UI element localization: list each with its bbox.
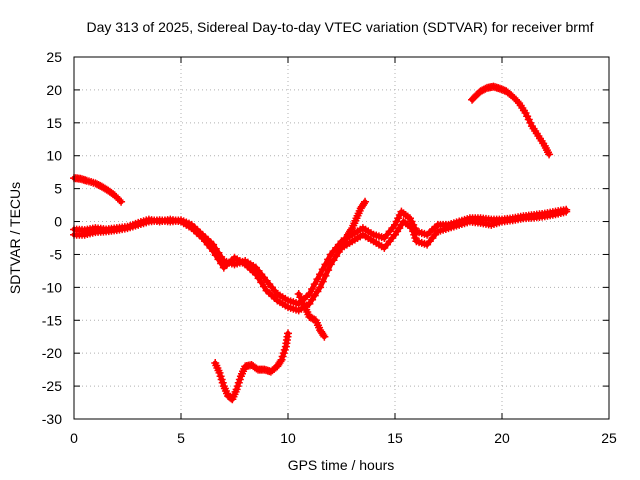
- data-point: [308, 295, 317, 304]
- series-main-band-b: [70, 207, 571, 315]
- series-dip-branch: [294, 289, 329, 341]
- y-axis-label: SDTVAR / TECUs: [7, 182, 23, 294]
- data-point: [209, 247, 218, 256]
- data-point: [308, 285, 317, 294]
- y-tick-label: 5: [54, 181, 62, 197]
- data-point: [254, 274, 263, 283]
- data-point: [313, 275, 322, 284]
- y-tick-label: 20: [46, 82, 62, 98]
- y-tick-label: -25: [42, 378, 62, 394]
- y-tick-label: 25: [46, 49, 62, 65]
- data-layer: [70, 82, 571, 404]
- y-tick-label: -5: [50, 246, 63, 262]
- data-point: [562, 207, 571, 216]
- data-point: [305, 289, 314, 298]
- data-point: [214, 255, 223, 264]
- series-trace: [71, 209, 569, 313]
- data-point: [320, 332, 329, 341]
- data-point: [251, 270, 260, 279]
- data-point: [334, 247, 343, 256]
- y-tick-label: -20: [42, 345, 62, 361]
- data-point: [257, 278, 266, 287]
- data-point: [347, 225, 356, 234]
- x-tick-label: 10: [280, 430, 296, 446]
- data-point: [324, 255, 333, 264]
- x-axis-label: GPS time / hours: [288, 457, 395, 473]
- chart-title: Day 313 of 2025, Sidereal Day-to-day VTE…: [86, 19, 593, 35]
- data-point: [324, 266, 333, 275]
- data-point: [310, 280, 319, 289]
- data-point: [316, 283, 325, 292]
- data-point: [316, 270, 325, 279]
- data-point: [329, 256, 338, 265]
- y-tick-label: 0: [54, 214, 62, 230]
- data-point: [217, 259, 226, 268]
- x-tick-label: 5: [177, 430, 185, 446]
- axis-ticks: 0 5 10 15 20 25 -30 -25 -20 -15 -10 -5 0 5 10 15 20 25: [42, 49, 617, 446]
- data-point: [318, 277, 327, 286]
- x-tick-label: 25: [601, 430, 617, 446]
- data-point: [318, 265, 327, 274]
- data-point: [321, 271, 330, 280]
- data-point: [211, 251, 220, 260]
- series-early-decay: [70, 174, 126, 206]
- data-point: [313, 287, 322, 296]
- data-point: [310, 291, 319, 300]
- y-tick-label: 15: [46, 115, 62, 131]
- x-tick-label: 0: [70, 430, 78, 446]
- data-point: [115, 196, 124, 205]
- plot-frame: [73, 56, 610, 420]
- data-point: [361, 197, 370, 206]
- data-point: [332, 252, 341, 261]
- data-point: [276, 357, 285, 366]
- data-point: [117, 197, 126, 206]
- data-point: [545, 150, 554, 159]
- data-point: [284, 329, 292, 338]
- y-tick-label: -30: [42, 411, 62, 427]
- data-point: [319, 331, 328, 340]
- data-point: [359, 199, 368, 208]
- data-point: [513, 97, 522, 106]
- y-tick-label: -15: [42, 312, 62, 328]
- data-point: [326, 260, 335, 269]
- y-tick-label: 10: [46, 148, 62, 164]
- series-high-arc: [468, 82, 554, 159]
- series-rise-branch: [337, 197, 370, 252]
- data-point: [259, 282, 268, 291]
- y-tick-label: -10: [42, 279, 62, 295]
- x-tick-label: 20: [494, 430, 510, 446]
- x-tick-label: 15: [387, 430, 403, 446]
- series-low-arc: [211, 329, 292, 404]
